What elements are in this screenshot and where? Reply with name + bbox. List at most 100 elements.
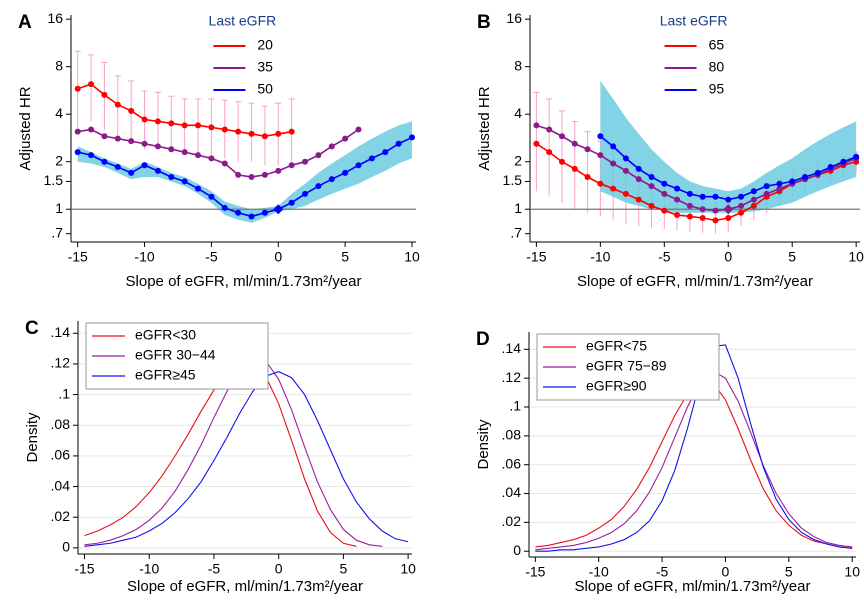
point	[597, 152, 604, 159]
x-tick-label: 10	[848, 249, 864, 265]
point	[208, 193, 215, 200]
point	[101, 158, 108, 165]
point	[661, 180, 668, 187]
error-bar	[88, 54, 95, 122]
panel: .7 1 1.5 2 4 8 16 -15 -10 -5 0 5 10 B Adjusted HR Slope…	[476, 10, 864, 290]
y-tick-label: 2	[514, 152, 522, 168]
y-tick-label: .12	[51, 355, 71, 371]
point	[342, 135, 349, 142]
x-tick-label: 5	[785, 564, 793, 580]
y-tick-label: .04	[502, 484, 522, 500]
error-bar	[546, 98, 553, 197]
y-tick-label: .08	[51, 416, 71, 432]
panel-label: D	[476, 329, 490, 350]
point	[776, 180, 783, 187]
point	[288, 162, 295, 169]
y-tick-label: .06	[502, 455, 522, 471]
y-tick-label: .1	[58, 385, 70, 401]
point	[141, 162, 148, 169]
point	[712, 217, 719, 224]
x-tick-label: -15	[68, 249, 88, 265]
x-tick-label: 0	[722, 564, 730, 580]
point	[261, 209, 268, 216]
legend-label: eGFR 30−44	[135, 347, 216, 363]
point	[114, 135, 121, 142]
point	[208, 155, 215, 162]
x-tick-label: -5	[208, 561, 221, 577]
panel: 0 .02 .04 .06 .08 .1 .12 .14 -15 -10 -5 0 5 10 C Densit…	[24, 318, 416, 595]
y-axis-title: Density	[475, 419, 492, 470]
point	[248, 174, 255, 181]
point	[750, 188, 757, 195]
point	[88, 126, 95, 133]
point	[368, 155, 375, 162]
y-axis-title: Adjusted HR	[17, 86, 34, 170]
legend: Last eGFR 20 35 50	[209, 13, 277, 97]
point	[635, 196, 642, 203]
point	[181, 149, 188, 156]
point	[208, 124, 215, 131]
x-tick-label: -10	[134, 249, 154, 265]
point	[674, 211, 681, 218]
point	[571, 140, 578, 147]
point	[288, 199, 295, 206]
point	[288, 128, 295, 135]
point	[181, 178, 188, 185]
point	[235, 209, 242, 216]
y-tick-label: 1	[514, 200, 522, 216]
point	[738, 202, 745, 209]
series-line	[84, 361, 357, 547]
legend-label: 50	[257, 81, 273, 97]
point	[141, 116, 148, 123]
point	[597, 180, 604, 187]
point	[648, 202, 655, 209]
point	[315, 183, 322, 190]
point	[168, 146, 175, 153]
point	[827, 164, 834, 171]
point	[661, 190, 668, 197]
legend-label: 95	[709, 81, 725, 97]
point	[750, 196, 757, 203]
point	[168, 120, 175, 127]
point	[776, 185, 783, 192]
point	[610, 160, 617, 167]
x-tick-label: -10	[590, 249, 610, 265]
y-tick-label: .08	[502, 427, 522, 443]
point	[738, 209, 745, 216]
legend-label: 80	[709, 59, 725, 75]
x-tick-label: -10	[589, 564, 609, 580]
point	[712, 193, 719, 200]
x-tick-label: 0	[275, 561, 283, 577]
y-tick-label: .7	[51, 224, 63, 240]
legend-label: 65	[709, 37, 725, 53]
point	[686, 202, 693, 209]
point	[699, 214, 706, 221]
point	[261, 133, 268, 140]
point	[814, 169, 821, 176]
point	[622, 155, 629, 162]
point	[154, 167, 161, 174]
point	[802, 174, 808, 181]
panel-label: A	[18, 12, 32, 33]
point	[302, 158, 309, 165]
point	[235, 171, 242, 178]
x-tick-label: -5	[656, 564, 669, 580]
series-line	[84, 370, 409, 547]
point	[408, 134, 415, 141]
point	[128, 169, 135, 176]
panel: 0 .02 .04 .06 .08 .1 .12 .14 -15 -10 -5 0 5 10 D Densit…	[475, 329, 860, 595]
point	[699, 206, 706, 213]
panel-label: B	[477, 12, 491, 33]
panel-label: C	[25, 318, 39, 339]
reference-point	[273, 204, 284, 215]
panel: .7 1 1.5 2 4 8 16 -15 -10 -5 0 5 10 A Adjusted HR Slope…	[17, 10, 420, 290]
point	[195, 185, 202, 192]
y-tick-label: 1	[55, 200, 63, 216]
legend-title: Last eGFR	[209, 13, 277, 29]
point	[221, 204, 228, 211]
point	[674, 185, 681, 192]
point	[328, 143, 335, 150]
point	[261, 171, 268, 178]
point	[686, 213, 693, 220]
point	[88, 81, 95, 88]
